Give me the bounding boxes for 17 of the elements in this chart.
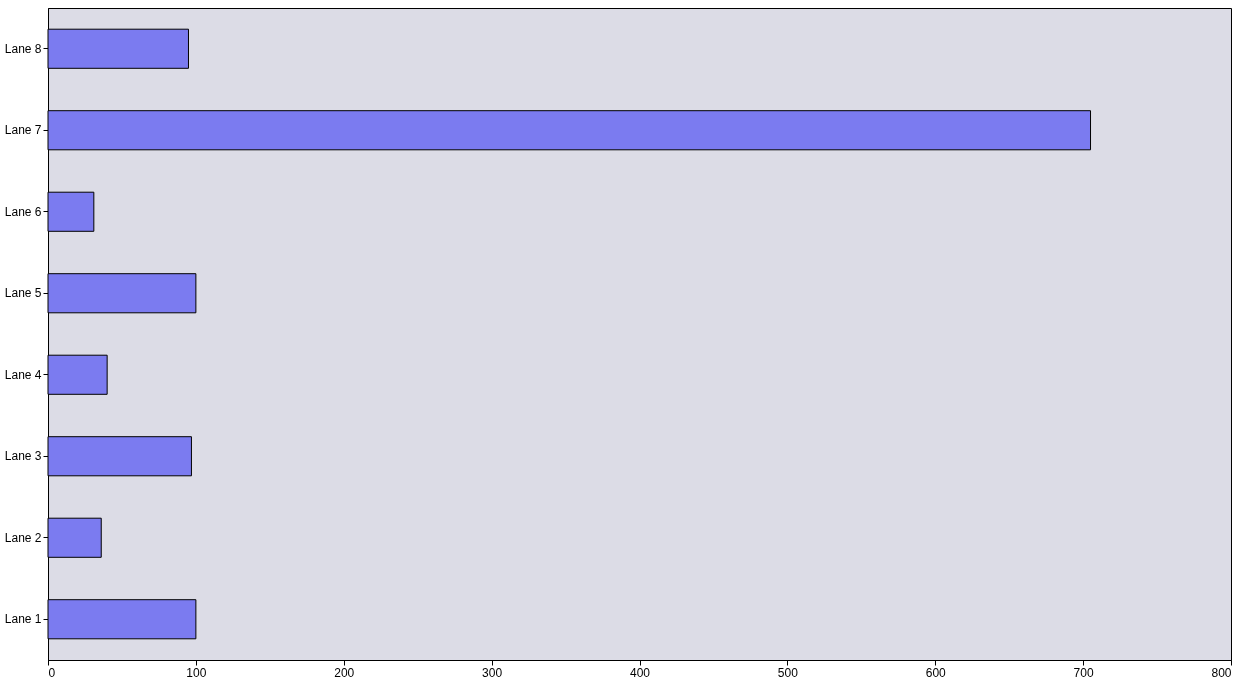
y-tick-label: Lane 8 xyxy=(4,41,42,56)
y-tick-label: Lane 4 xyxy=(4,367,42,382)
x-tick-label: 600 xyxy=(925,665,947,680)
y-tick-label: Lane 6 xyxy=(4,204,42,219)
x-tick-label: 400 xyxy=(629,665,651,680)
x-tick-label: 800 xyxy=(1211,665,1232,680)
x-tick-label: 300 xyxy=(482,665,503,680)
y-tick-label: Lane 5 xyxy=(4,286,42,301)
y-tick-label: Lane 2 xyxy=(4,530,42,545)
x-tick-label: 700 xyxy=(1073,665,1094,680)
y-tick-label: Lane 7 xyxy=(4,123,42,138)
y-tick-label: Lane 1 xyxy=(4,612,42,627)
x-tick-label: 500 xyxy=(777,665,799,680)
x-tick-label: 200 xyxy=(334,665,355,680)
x-tick-label: 0 xyxy=(48,665,56,680)
y-tick-label: Lane 3 xyxy=(4,449,42,464)
x-tick-label: 100 xyxy=(186,665,207,680)
